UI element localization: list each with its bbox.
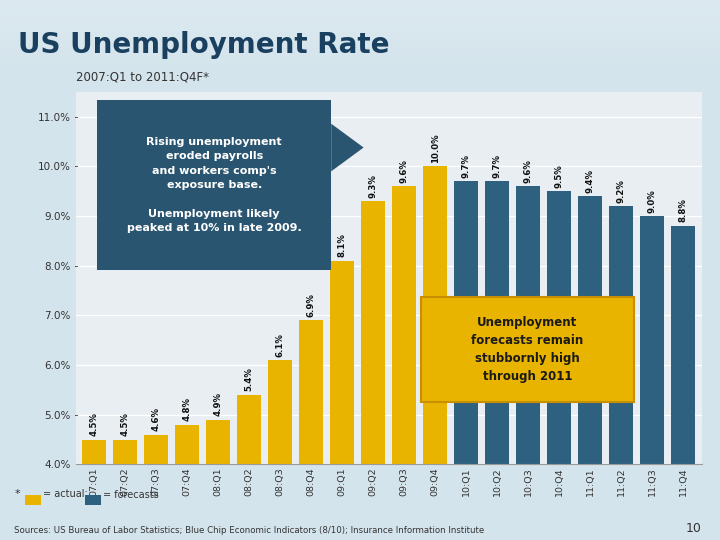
Bar <box>485 181 510 464</box>
Text: 9.6%: 9.6% <box>524 159 533 183</box>
Text: 4.9%: 4.9% <box>214 392 222 416</box>
Text: -: - <box>71 112 79 122</box>
Bar <box>237 395 261 464</box>
Text: 4.8%: 4.8% <box>183 397 192 421</box>
Text: = actual;: = actual; <box>43 489 88 500</box>
Text: -: - <box>71 410 79 420</box>
Bar <box>330 261 354 464</box>
Text: 6.9%: 6.9% <box>307 293 316 317</box>
Text: 10: 10 <box>686 522 702 535</box>
Text: 8.8%: 8.8% <box>679 199 688 222</box>
Text: US Unemployment Rate: US Unemployment Rate <box>18 31 390 59</box>
Bar <box>144 435 168 464</box>
Bar <box>547 191 572 464</box>
Text: 10.0%: 10.0% <box>431 133 440 163</box>
Bar <box>82 440 107 464</box>
Bar <box>361 201 385 464</box>
Bar <box>609 206 634 464</box>
Text: 4.6%: 4.6% <box>152 407 161 431</box>
Text: 4.5%: 4.5% <box>90 412 99 436</box>
Text: 9.6%: 9.6% <box>400 159 409 183</box>
Bar <box>578 196 603 464</box>
Text: 9.2%: 9.2% <box>617 179 626 202</box>
Text: 2007:Q1 to 2011:Q4F*: 2007:Q1 to 2011:Q4F* <box>76 71 209 84</box>
Text: 4.5%: 4.5% <box>121 412 130 436</box>
Text: 9.4%: 9.4% <box>586 168 595 193</box>
Bar <box>268 360 292 464</box>
Text: Sources: US Bureau of Labor Statistics; Blue Chip Economic Indicators (8/10); In: Sources: US Bureau of Labor Statistics; … <box>14 525 485 535</box>
Bar <box>0 0 720 8</box>
Text: 9.3%: 9.3% <box>369 174 378 198</box>
Text: Rising unemployment
eroded payrolls
and workers comp's
exposure base.

Unemploym: Rising unemployment eroded payrolls and … <box>127 137 302 233</box>
Bar <box>640 216 665 464</box>
Text: -: - <box>71 161 79 171</box>
Bar <box>0 39 720 47</box>
Bar <box>454 181 478 464</box>
Bar <box>113 440 138 464</box>
Bar <box>0 8 720 16</box>
Bar <box>671 226 696 464</box>
Text: 9.5%: 9.5% <box>555 164 564 188</box>
Bar <box>206 420 230 464</box>
Bar <box>516 186 541 464</box>
Text: Unemployment
forecasts remain
stubbornly high
through 2011: Unemployment forecasts remain stubbornly… <box>472 316 583 383</box>
Bar <box>0 71 720 78</box>
Bar <box>392 186 416 464</box>
Bar <box>0 31 720 39</box>
Bar <box>0 63 720 71</box>
Bar <box>0 16 720 23</box>
Bar <box>0 55 720 63</box>
Text: 6.1%: 6.1% <box>276 333 285 356</box>
Text: 5.4%: 5.4% <box>245 368 253 392</box>
Text: *: * <box>14 489 20 500</box>
Text: 8.1%: 8.1% <box>338 233 347 257</box>
Bar <box>0 23 720 31</box>
Bar <box>423 166 447 464</box>
Text: 9.0%: 9.0% <box>648 189 657 213</box>
Bar <box>175 424 199 464</box>
Bar <box>0 47 720 55</box>
Text: = forecasts: = forecasts <box>103 489 158 500</box>
Text: 9.7%: 9.7% <box>492 154 502 178</box>
Text: -: - <box>71 261 79 271</box>
Text: 9.7%: 9.7% <box>462 154 471 178</box>
Bar <box>300 320 323 464</box>
